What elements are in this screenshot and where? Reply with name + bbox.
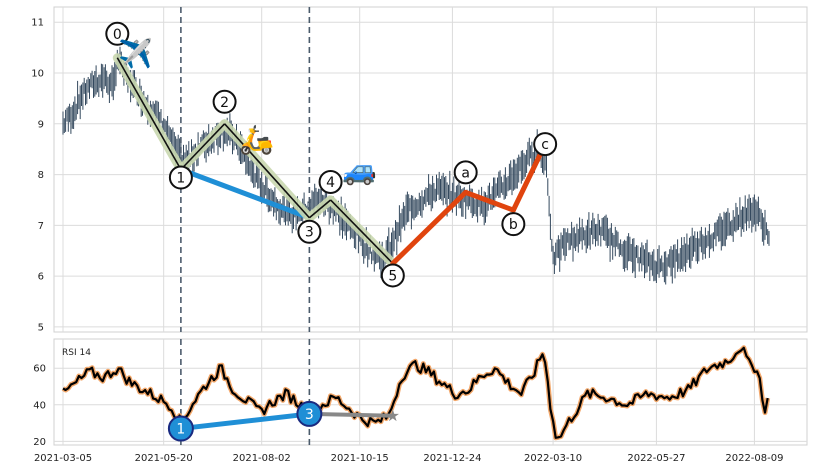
rsi-marker-1: 1: [167, 415, 194, 442]
rsi-marker-text: 3: [305, 407, 314, 423]
rsi-divergence-line: [178, 411, 312, 432]
scooter-icon: 🛵: [239, 123, 274, 156]
rsi-y-tick-label: 60: [33, 364, 46, 375]
rsi-projection-star-icon: ★: [386, 406, 400, 425]
wave-label-circle: [168, 165, 193, 190]
impulse-wave-segment: [224, 123, 310, 219]
rsi-projection-line: [309, 411, 393, 418]
rsi-layer: ★ 1 3: [61, 339, 771, 445]
price-y-tick-label: 8: [38, 170, 44, 181]
price-panel: [53, 6, 808, 333]
rsi-marker-circle: [296, 400, 323, 427]
wave-label-text: b: [509, 217, 518, 233]
wave-label-5: 5: [380, 263, 405, 288]
trend-line-1-3: [178, 167, 312, 221]
wave-label-circle: [105, 21, 130, 46]
wave-label-2: 2: [212, 89, 237, 114]
rsi-title: RSI 14: [62, 348, 91, 358]
wave-label-1: 1: [168, 165, 193, 190]
price-y-tick-label: 9: [38, 119, 44, 130]
x-tick-label: 2021-05-20: [135, 453, 193, 464]
wave-label-text: 3: [305, 225, 314, 241]
price-y-tick-label: 6: [38, 272, 44, 283]
wave-label-circle: [212, 89, 237, 114]
rsi-y-tick-label: 40: [33, 400, 46, 411]
wave-label-circle: [453, 160, 478, 185]
wave-label-circle: [501, 212, 526, 237]
wave-label-circle: [318, 169, 343, 194]
correction-wave-segment: [510, 141, 548, 213]
wave-label-text: a: [461, 165, 470, 181]
rsi-marker-3: 3: [296, 400, 323, 427]
x-tick-label: 2021-12-24: [423, 453, 481, 464]
x-tick-label: 2022-08-09: [725, 453, 783, 464]
airplane-icon: ✈️: [118, 36, 153, 70]
wave-label-c: c: [533, 132, 558, 157]
wave-label-0: 0: [105, 21, 130, 46]
wave-label-text: 0: [113, 27, 122, 43]
car-icon: 🚙: [342, 154, 377, 187]
wave-label-text: 4: [326, 175, 335, 191]
x-tick-label: 2021-10-15: [331, 453, 389, 464]
impulse-wave-segment: [116, 57, 182, 170]
wave-label-circle: [380, 263, 405, 288]
correction-wave-segment: [463, 189, 516, 213]
wave-label-text: 2: [220, 95, 229, 111]
wave-label-3: 3: [297, 219, 322, 244]
x-tick-label: 2021-08-02: [233, 453, 291, 464]
x-tick-label: 2021-03-05: [34, 453, 92, 464]
rsi-panel: [53, 338, 808, 446]
impulse-wave-segment: [329, 199, 394, 265]
wave-label-4: 4: [318, 169, 343, 194]
wave-label-a: a: [453, 160, 478, 185]
price-y-tick-label: 10: [31, 69, 44, 80]
wave-label-circle: [533, 132, 558, 157]
price-y-tick-label: 7: [38, 221, 44, 232]
wave-label-b: b: [501, 212, 526, 237]
rsi-marker-circle: [167, 415, 194, 442]
wave-label-circle: [297, 219, 322, 244]
x-tick-label: 2022-03-10: [524, 453, 582, 464]
impulse-wave-segment: [180, 123, 226, 171]
wave-label-text: 1: [176, 171, 185, 187]
correction-wave-segment: [390, 189, 469, 266]
price-layer: 0 1 2 3 4 5 a b c ✈️ 🛵 🚙: [62, 7, 770, 332]
wave-label-text: 5: [388, 268, 397, 284]
price-y-tick-label: 5: [38, 322, 44, 333]
wave-label-text: c: [541, 137, 549, 153]
rsi-marker-text: 1: [176, 422, 185, 438]
rsi-y-tick-label: 20: [33, 437, 46, 448]
x-tick-label: 2022-05-27: [627, 453, 685, 464]
price-y-tick-label: 11: [31, 18, 44, 29]
axis-layer: 2021-03-05 2021-05-20 2021-08-02 2021-10-15…: [31, 18, 783, 464]
impulse-wave-segment: [308, 199, 332, 219]
